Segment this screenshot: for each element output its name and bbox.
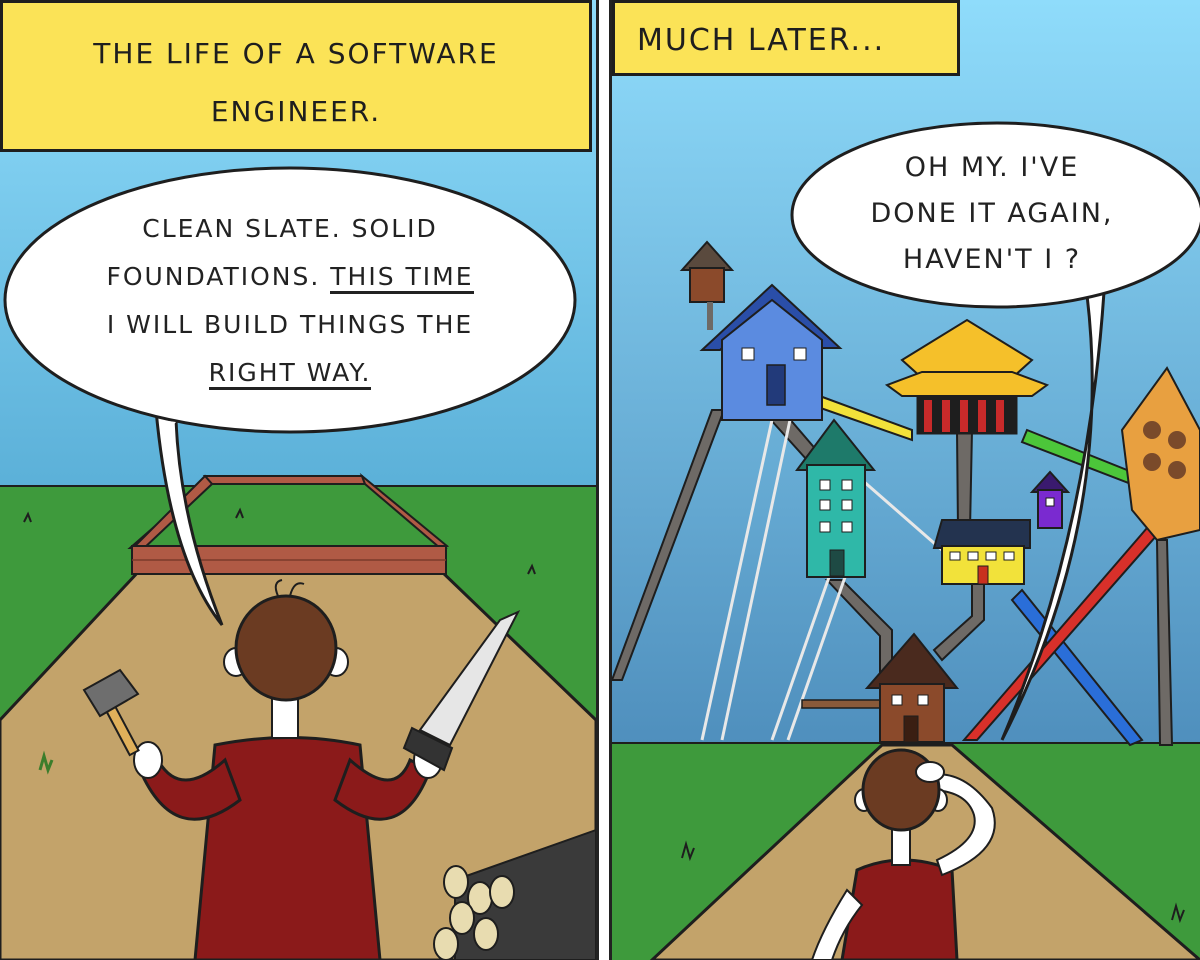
speech-underlined: This time: [330, 262, 474, 294]
scene-right: [612, 0, 1200, 960]
engineer-figure: [810, 748, 996, 960]
speech-bubble-right: [790, 121, 1200, 741]
speech-line: Oh my. I've: [904, 152, 1080, 183]
house-teal: [795, 418, 877, 578]
house-pagoda: [884, 318, 1050, 435]
speech-line: haven't I ?: [902, 244, 1082, 275]
panel-gutter: [596, 0, 612, 960]
house-orange: [1120, 366, 1200, 542]
speech-text-left: Clean slate. Solid foundations. This tim…: [40, 205, 540, 397]
house-ground-brown: [864, 632, 960, 743]
speech-line: I will build things the: [106, 310, 474, 339]
sky: [612, 0, 1200, 745]
speech-underlined: right way.: [208, 358, 372, 390]
speech-line: Clean slate. Solid: [142, 214, 438, 243]
panel-left: The life of a software engineer. Clean s…: [0, 0, 596, 960]
saw-icon: [402, 609, 521, 772]
speech-line: right way.: [40, 349, 540, 397]
hammer-icon: [82, 668, 140, 757]
house-blue: [699, 283, 843, 421]
dirt-path: [649, 743, 1200, 960]
speech-line: done it again,: [870, 198, 1114, 229]
log-pile: [433, 828, 596, 960]
caption-left: The life of a software engineer.: [0, 0, 592, 152]
caption-right: Much later...: [612, 0, 960, 76]
panel-right: Much later... Oh my. I've done it again,…: [612, 0, 1200, 960]
speech-text-right: Oh my. I've done it again, haven't I ?: [812, 145, 1172, 283]
house-purple: [1029, 470, 1071, 529]
speech-bubble-left: [3, 166, 577, 626]
house-yellow: [932, 519, 1031, 585]
speech-line: foundations. This time: [40, 253, 540, 301]
engineer-figure: [133, 579, 443, 960]
speech-line-part: foundations.: [106, 262, 321, 291]
house-small-brown: [679, 240, 735, 330]
brick-foundation: [127, 472, 450, 575]
fence: [801, 699, 888, 709]
